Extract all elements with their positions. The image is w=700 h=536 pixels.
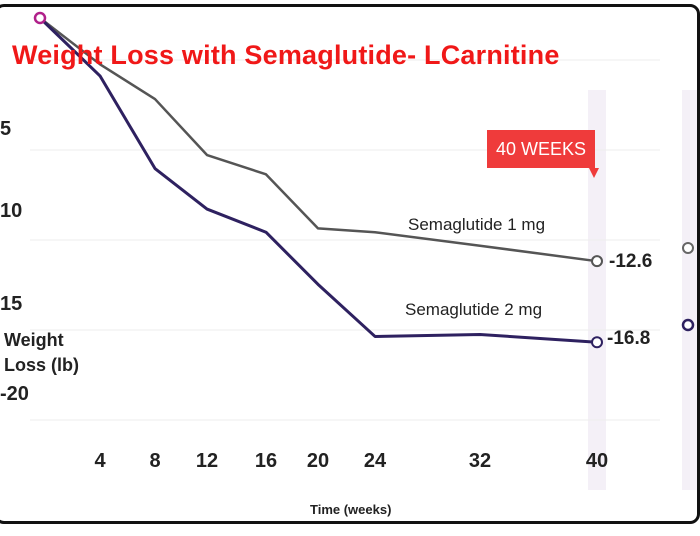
end-value-2mg: -16.8 — [607, 328, 651, 349]
y-tick-label: 10 — [0, 200, 23, 222]
highlight-band-right — [682, 90, 700, 490]
x-tick-label: 8 — [149, 450, 161, 472]
end-marker — [591, 336, 603, 349]
x-tick-label: 24 — [363, 450, 387, 472]
chart-frame — [0, 4, 700, 524]
x-tick-label: 32 — [468, 450, 492, 472]
x-axis-label: Time (weeks) — [310, 502, 392, 517]
series-label-2mg: Semaglutide 2 mg — [405, 300, 543, 319]
x-tick-label: 40 — [585, 450, 609, 472]
x-tick-label: 16 — [254, 450, 278, 472]
annotation-badge: 40 WEEKS — [487, 130, 599, 178]
series-line-2mg — [38, 16, 598, 344]
highlight-band-40-weeks — [588, 90, 606, 490]
legend-marker-1mg — [682, 242, 694, 254]
x-tick-label: 4 — [94, 450, 106, 472]
y-tick-label: -20 — [0, 383, 29, 405]
y-tick-label: 5 — [0, 118, 12, 140]
y-axis-label: Weight Loss (lb) — [4, 330, 79, 375]
y-tick-label: 15 — [0, 293, 23, 315]
legend-marker-2mg — [681, 318, 695, 332]
end-marker — [591, 255, 603, 268]
series-line-1mg — [39, 17, 598, 263]
x-tick-label: 12 — [195, 450, 219, 472]
start-marker — [33, 11, 47, 25]
series-label-1mg: Semaglutide 1 mg — [408, 215, 546, 234]
end-value-1mg: -12.6 — [609, 251, 653, 272]
chart-title: Weight Loss with Semaglutide- LCarnitine — [12, 40, 560, 70]
x-tick-label: 20 — [306, 450, 330, 472]
